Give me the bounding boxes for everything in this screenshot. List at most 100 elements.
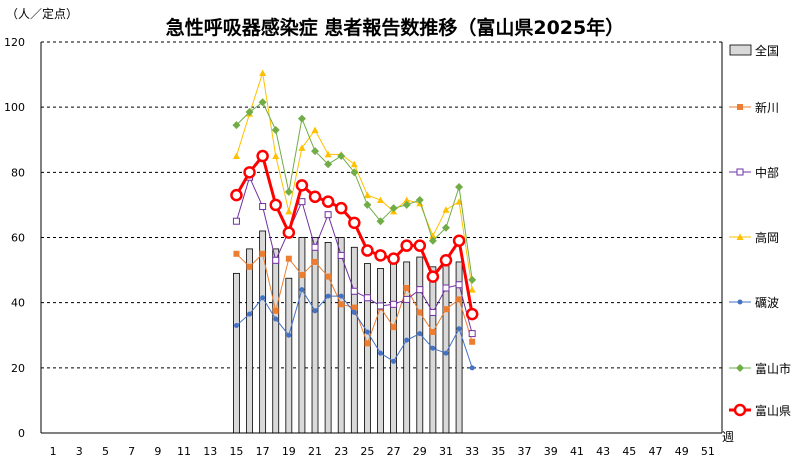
data-point-week-19 — [285, 255, 292, 262]
bar-week-25 — [364, 263, 371, 434]
data-point-week-21 — [311, 243, 319, 251]
data-point-week-27 — [387, 252, 400, 265]
data-point-week-17 — [258, 98, 267, 107]
data-point-week-32 — [455, 182, 464, 191]
data-point-week-29 — [417, 331, 423, 337]
data-point-week-25 — [364, 340, 371, 347]
x-tick-label-13: 13 — [203, 445, 217, 458]
data-point-week-16 — [246, 263, 253, 270]
y-tick-label-40: 40 — [11, 297, 25, 310]
data-point-week-26 — [376, 217, 385, 226]
line-series-3 — [232, 69, 476, 293]
bar-week-27 — [390, 263, 397, 434]
data-point-week-32 — [455, 198, 463, 205]
data-point-week-21 — [311, 126, 319, 133]
y-tick-label-0: 0 — [18, 427, 25, 440]
legend-swatch-marker — [737, 299, 743, 305]
legend-label: 高岡 — [755, 230, 779, 245]
data-point-week-18 — [269, 198, 282, 212]
data-point-week-31 — [439, 254, 453, 267]
data-point-week-25 — [364, 329, 370, 335]
data-point-week-25 — [363, 200, 372, 209]
data-point-week-26 — [377, 196, 384, 204]
legend-label: 富山市 — [755, 361, 791, 376]
bar-week-16 — [246, 248, 253, 434]
data-point-week-31 — [443, 350, 449, 356]
x-tick-label-33: 33 — [465, 445, 479, 458]
data-point-week-26 — [378, 350, 383, 356]
legend-label: 富山県 — [755, 403, 791, 418]
data-point-week-24 — [350, 168, 359, 177]
legend-swatch-marker — [733, 403, 747, 417]
data-point-week-30 — [430, 345, 436, 351]
data-point-week-33 — [465, 307, 479, 321]
x-tick-label-31: 31 — [439, 445, 453, 458]
data-point-week-28 — [403, 196, 411, 204]
y-tick-label-20: 20 — [11, 362, 25, 375]
legend-swatch — [729, 44, 752, 56]
data-point-week-22 — [324, 160, 333, 169]
y-axis-unit-label: （人／定点） — [6, 6, 78, 21]
legend-item-3: 中部 — [729, 165, 779, 180]
bar-week-19 — [285, 277, 293, 434]
data-point-week-19 — [282, 226, 296, 239]
line-series-6 — [230, 149, 479, 321]
x-axis-unit-label: 週 — [722, 430, 734, 444]
data-point-week-24 — [351, 304, 358, 311]
data-point-week-27 — [390, 324, 397, 331]
data-point-week-20 — [295, 179, 309, 192]
legend-swatch-marker — [736, 168, 744, 176]
data-point-week-30 — [429, 308, 437, 316]
data-point-week-30 — [428, 236, 437, 245]
line-series-group — [230, 69, 479, 371]
x-tick-label-51: 51 — [701, 445, 715, 458]
y-tick-label-60: 60 — [11, 232, 25, 245]
data-point-week-26 — [374, 249, 387, 262]
x-tick-label-17: 17 — [256, 445, 270, 458]
data-point-week-20 — [298, 198, 306, 206]
data-point-week-17 — [260, 295, 266, 301]
x-tick-label-45: 45 — [622, 445, 636, 458]
bar-week-23 — [337, 237, 345, 434]
data-point-week-20 — [297, 114, 306, 123]
data-point-week-25 — [361, 244, 374, 257]
data-point-week-23 — [338, 293, 344, 299]
data-point-week-21 — [312, 308, 318, 314]
x-tick-label-3: 3 — [76, 445, 83, 458]
legend-label: 礪波 — [755, 296, 779, 310]
data-point-week-17 — [256, 149, 269, 163]
y-tick-label-100: 100 — [4, 101, 25, 114]
data-point-week-15 — [233, 322, 239, 328]
data-point-week-22 — [324, 211, 332, 219]
data-point-week-33 — [468, 330, 476, 338]
data-point-week-30 — [426, 270, 440, 283]
data-point-week-24 — [351, 309, 357, 315]
data-point-week-19 — [285, 207, 293, 215]
legend-label: 新川 — [755, 100, 779, 115]
data-point-week-15 — [232, 217, 240, 225]
legend-swatch-marker — [736, 233, 744, 240]
legend-item-7: 富山県 — [729, 403, 791, 418]
chart-title: 急性呼吸器感染症 患者報告数推移（富山県2025年） — [166, 16, 625, 39]
data-point-week-33 — [469, 365, 475, 371]
x-tick-label-27: 27 — [387, 445, 401, 458]
data-point-week-23 — [337, 251, 345, 259]
data-point-week-29 — [415, 196, 424, 205]
data-point-week-18 — [273, 316, 279, 322]
data-point-week-21 — [312, 258, 319, 265]
data-point-week-25 — [363, 191, 371, 199]
legend-swatch-marker — [737, 104, 743, 110]
data-point-week-30 — [429, 232, 437, 239]
data-point-week-32 — [456, 326, 462, 332]
data-point-week-21 — [308, 190, 322, 204]
data-point-week-31 — [442, 206, 450, 213]
x-tick-label-35: 35 — [491, 445, 505, 458]
data-point-week-18 — [272, 152, 280, 160]
legend-item-2: 新川 — [729, 100, 779, 115]
x-tick-label-29: 29 — [413, 445, 427, 458]
data-point-week-24 — [348, 216, 361, 230]
data-point-week-20 — [298, 144, 306, 151]
data-point-week-15 — [232, 121, 241, 130]
